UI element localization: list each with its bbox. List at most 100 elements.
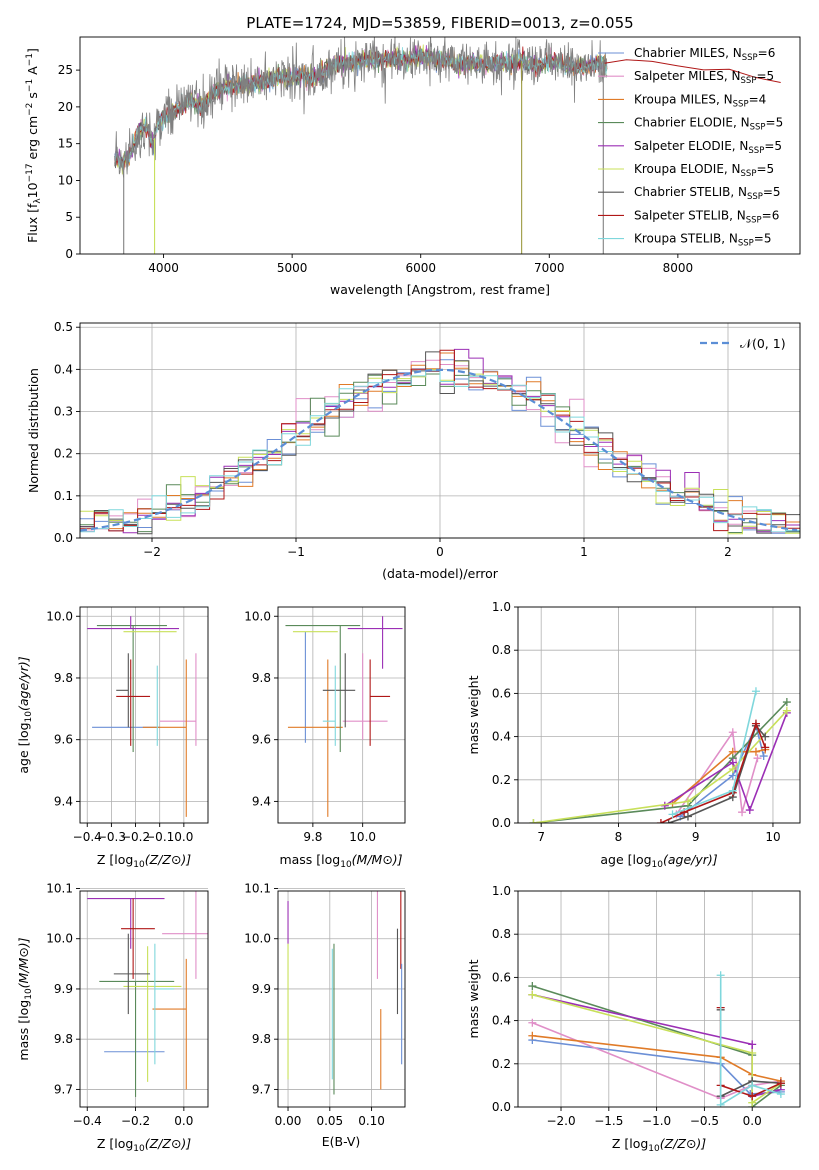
observed-spectrum-line bbox=[114, 37, 608, 178]
x-axis-label: E(B-V) bbox=[322, 1134, 361, 1149]
y-tick-label: 20 bbox=[58, 100, 73, 114]
legend-entry: Salpeter MILES, NSSP=5 bbox=[634, 69, 774, 86]
x-tick-label: 0.0 bbox=[174, 1114, 193, 1128]
label-expression: (M/M⊙)] bbox=[352, 852, 403, 867]
mass-weight-marker bbox=[761, 743, 770, 752]
age-vs-mass-panel: 9.8 10.0 9.4 9.6 9.8 10.0 mass [log10(M/M⊙)] bbox=[244, 606, 406, 870]
mass-weight-marker bbox=[748, 1081, 757, 1090]
mass-weight-marker bbox=[782, 698, 791, 707]
x-tick-label: 0.00 bbox=[275, 1114, 302, 1128]
y-tick-label: 9.6 bbox=[54, 733, 73, 747]
mass-weight-marker bbox=[738, 808, 747, 817]
legend-count: =5 bbox=[756, 69, 774, 83]
x-axis-label: age [log10(age/yr)] bbox=[600, 852, 717, 870]
x-tick-label: 0.05 bbox=[316, 1114, 343, 1128]
x-tick-label: −0.5 bbox=[690, 1114, 719, 1128]
mass-weight-line bbox=[532, 1022, 782, 1100]
legend-entry: Kroupa STELIB, NSSP=5 bbox=[634, 232, 772, 249]
legend-subscript: SSP bbox=[750, 123, 766, 133]
legend-count: =5 bbox=[766, 116, 784, 130]
plot-area bbox=[114, 37, 781, 254]
mass-weight-marker bbox=[776, 1090, 785, 1099]
x-axis-label: wavelength [Angstrom, rest frame] bbox=[330, 282, 550, 297]
legend-entry: 𝒩(0, 1) bbox=[740, 336, 786, 351]
plot-area bbox=[285, 616, 403, 817]
legend-subscript: SSP bbox=[746, 215, 762, 225]
label-expression: (age/yr)] bbox=[16, 656, 31, 711]
label-subscript: 10 bbox=[648, 1144, 660, 1154]
legend-entry: Chabrier MILES, NSSP=6 bbox=[634, 46, 775, 63]
mass-weight-line bbox=[664, 712, 788, 813]
x-tick-label: 1 bbox=[580, 545, 588, 559]
y-tick-label: 25 bbox=[58, 63, 73, 77]
label-expression: (age/yr)] bbox=[663, 852, 718, 867]
legend-subscript: SSP bbox=[741, 76, 757, 86]
x-tick-label: 9.8 bbox=[303, 830, 322, 844]
axes-frame bbox=[517, 606, 801, 824]
legend-count: =6 bbox=[762, 208, 780, 222]
label-subscript: 10 bbox=[24, 988, 34, 1000]
y-tick-label: 9.7 bbox=[54, 1082, 73, 1096]
mass-weight-marker bbox=[683, 812, 692, 821]
mass-weight-marker bbox=[728, 765, 737, 773]
label-expression: (Z/Z⊙)] bbox=[145, 852, 192, 867]
x-tick-label: 10 bbox=[765, 830, 780, 844]
y-axis-label: mass [log10(M/M⊙)] bbox=[16, 937, 34, 1060]
axes-frame bbox=[79, 322, 801, 539]
x-axis-label: Z [log10(Z/Z⊙)] bbox=[612, 1136, 706, 1154]
mass-weight-marker bbox=[728, 728, 737, 737]
x-tick-label: 7000 bbox=[534, 261, 565, 275]
y-tick-label: 0.2 bbox=[492, 773, 511, 787]
y-axis-label: mass weight bbox=[466, 959, 481, 1038]
mass-weight-line bbox=[719, 975, 782, 1107]
y-tick-label: 0 bbox=[65, 247, 73, 261]
legend-entry: Salpeter STELIB, NSSP=6 bbox=[634, 208, 779, 225]
y-tick-label: 0.8 bbox=[492, 927, 511, 941]
axes-frame bbox=[277, 890, 406, 1108]
y-tick-label: 10.0 bbox=[46, 609, 73, 623]
x-tick-label: −1 bbox=[287, 545, 305, 559]
y-tick-label: 0.4 bbox=[492, 730, 511, 744]
age-vs-metallicity-panel: −0.4−0.3−0.2−0.1 0.0 9.4 9.6 9.8 10.0 Z [log10… bbox=[16, 606, 209, 870]
y-tick-label: 10.1 bbox=[244, 881, 271, 895]
mass-weight-marker bbox=[751, 719, 760, 728]
spectrum-legend: Chabrier MILES, NSSP=6 Salpeter MILES, NS… bbox=[598, 46, 783, 249]
mass-weight-marker bbox=[782, 706, 791, 715]
legend-count: =5 bbox=[754, 232, 772, 246]
mass-weight-marker bbox=[528, 1018, 537, 1027]
axes-frame bbox=[79, 890, 209, 1108]
mass-weight-marker bbox=[753, 754, 762, 763]
y-tick-label: 0.6 bbox=[492, 686, 511, 700]
legend-count: =5 bbox=[764, 139, 782, 153]
y-tick-label: 0.4 bbox=[54, 362, 73, 376]
x-tick-label: −0.3 bbox=[97, 830, 126, 844]
legend-entry: Salpeter ELODIE, NSSP=5 bbox=[634, 139, 782, 156]
y-tick-label: 10.0 bbox=[46, 932, 73, 946]
y-tick-label: 9.8 bbox=[252, 671, 271, 685]
plot-area bbox=[87, 616, 197, 817]
mass-weight-marker bbox=[528, 982, 537, 991]
y-tick-label: 9.6 bbox=[252, 733, 271, 747]
x-axis-label: (data-model)/error bbox=[382, 566, 499, 581]
y-tick-label: 0.3 bbox=[54, 405, 73, 419]
y-tick-label: 10.1 bbox=[46, 881, 73, 895]
histogram-legend: 𝒩(0, 1) bbox=[700, 336, 786, 351]
y-tick-label: 10.0 bbox=[244, 932, 271, 946]
plot-area bbox=[287, 891, 403, 1095]
x-tick-label: 4000 bbox=[148, 261, 179, 275]
x-tick-label: 5000 bbox=[277, 261, 308, 275]
legend-entry: Chabrier ELODIE, NSSP=5 bbox=[634, 116, 783, 133]
x-tick-label: 7 bbox=[537, 830, 545, 844]
figure-title: PLATE=1724, MJD=53859, FIBERID=0013, z=0… bbox=[246, 14, 633, 32]
residual-histogram-panel: −2 −1 0 1 2 0.0 0.1 0.2 0.3 0.4 0.5 (data-model)/er… bbox=[26, 320, 801, 581]
mass-weight-marker bbox=[748, 1092, 757, 1101]
x-tick-label: 0.10 bbox=[358, 1114, 385, 1128]
x-tick-label: −1.0 bbox=[642, 1114, 671, 1128]
legend-entry: Kroupa ELODIE, NSSP=5 bbox=[634, 162, 774, 179]
x-tick-label: 0.0 bbox=[174, 830, 193, 844]
mass-vs-ebv-panel: 0.00 0.05 0.10 9.7 9.8 9.9 10.0 10.1 E(B-V) bbox=[244, 881, 406, 1149]
y-tick-label: 0.0 bbox=[492, 1100, 511, 1114]
x-tick-label: −2.0 bbox=[546, 1114, 575, 1128]
y-tick-label: 0.2 bbox=[492, 1057, 511, 1071]
